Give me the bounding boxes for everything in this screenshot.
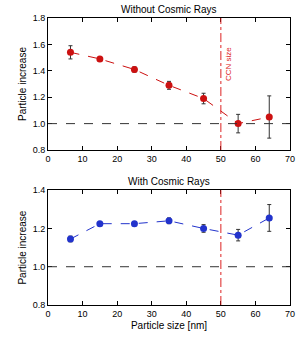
svg-text:With Cosmic Rays: With Cosmic Rays bbox=[128, 176, 210, 187]
svg-text:Particle increase: Particle increase bbox=[17, 210, 28, 284]
svg-text:1.0: 1.0 bbox=[33, 262, 46, 272]
svg-text:1.8: 1.8 bbox=[33, 13, 46, 23]
svg-text:0: 0 bbox=[45, 309, 50, 319]
svg-text:1.4: 1.4 bbox=[33, 66, 46, 76]
svg-text:Particle size [nm]: Particle size [nm] bbox=[131, 320, 207, 331]
svg-text:50: 50 bbox=[216, 154, 226, 164]
svg-text:1.4: 1.4 bbox=[33, 185, 46, 195]
svg-text:0.8: 0.8 bbox=[33, 300, 46, 310]
svg-text:50: 50 bbox=[216, 309, 226, 319]
svg-text:1.6: 1.6 bbox=[33, 40, 46, 50]
svg-text:1.0: 1.0 bbox=[33, 119, 46, 129]
svg-text:10: 10 bbox=[78, 154, 88, 164]
svg-text:30: 30 bbox=[147, 154, 157, 164]
svg-text:1.2: 1.2 bbox=[33, 224, 46, 234]
svg-text:70: 70 bbox=[285, 309, 295, 319]
svg-text:0: 0 bbox=[45, 154, 50, 164]
svg-text:10: 10 bbox=[78, 309, 88, 319]
svg-text:30: 30 bbox=[147, 309, 157, 319]
svg-text:20: 20 bbox=[112, 309, 122, 319]
svg-text:1.2: 1.2 bbox=[33, 92, 46, 102]
svg-text:40: 40 bbox=[181, 154, 191, 164]
svg-text:0.8: 0.8 bbox=[33, 145, 46, 155]
svg-text:60: 60 bbox=[250, 154, 260, 164]
svg-text:Particle increase: Particle increase bbox=[17, 47, 28, 121]
svg-text:70: 70 bbox=[285, 154, 295, 164]
svg-text:60: 60 bbox=[250, 309, 260, 319]
svg-text:40: 40 bbox=[181, 309, 191, 319]
svg-text:Without Cosmic Rays: Without Cosmic Rays bbox=[121, 4, 217, 15]
svg-text:CCN size: CCN size bbox=[224, 47, 233, 81]
svg-text:20: 20 bbox=[112, 154, 122, 164]
